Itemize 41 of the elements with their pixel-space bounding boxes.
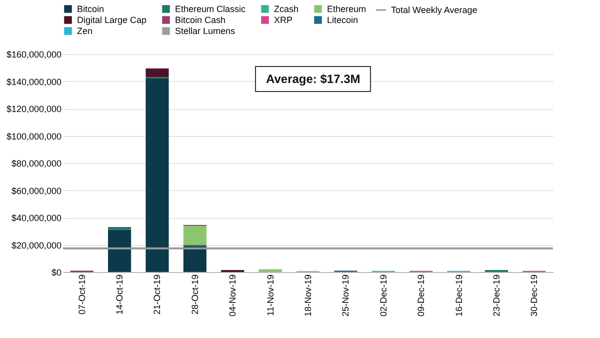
x-tick-label: 28-Oct-19 (190, 274, 200, 315)
legend-label: Total Weekly Average (391, 5, 478, 15)
y-tick-label: $20,000,000 (11, 240, 62, 250)
legend-label: Zen (77, 26, 93, 36)
legend-label: Digital Large Cap (77, 15, 147, 25)
bar (258, 269, 282, 272)
x-tick-label: 18-Nov-19 (303, 274, 313, 317)
annotation: Average: $17.3M (255, 66, 372, 92)
y-tick-label: $60,000,000 (11, 186, 62, 196)
bar (183, 246, 206, 272)
x-tick-label: 09-Dec-19 (416, 274, 426, 317)
x-tick-label: 25-Nov-19 (340, 274, 351, 317)
y-tick-label: $160,000,000 (6, 50, 62, 60)
y-tick-label: $140,000,000 (6, 76, 62, 87)
legend-label: Zcash (274, 4, 299, 14)
bar (146, 68, 169, 78)
x-tick-label: 04-Nov-19 (228, 274, 238, 317)
x-tick-label: 21-Oct-19 (152, 274, 162, 315)
x-tick-label: 02-Dec-19 (378, 274, 388, 317)
legend-label: Litecoin (327, 15, 358, 25)
x-tick-label: 14-Oct-19 (114, 274, 125, 315)
legend-label: Ethereum Classic (175, 4, 246, 14)
y-tick-label: $120,000,000 (6, 104, 62, 114)
legend-label: Ethereum (327, 4, 366, 14)
legend-label: XRP (274, 15, 293, 25)
x-tick-label: 11-Nov-19 (265, 274, 276, 316)
y-tick-label: $80,000,000 (11, 158, 62, 168)
y-tick-label: $100,000,000 (6, 131, 62, 142)
bar (146, 78, 169, 272)
x-tick-label: 23-Dec-19 (491, 274, 502, 317)
bar (108, 230, 132, 272)
x-tick-label: 16-Dec-19 (454, 274, 464, 317)
x-tick-label: 07-Oct-19 (76, 274, 87, 315)
legend-label: Stellar Lumens (175, 26, 236, 36)
legend-label: Bitcoin (77, 4, 104, 14)
bar (183, 226, 206, 245)
y-tick-label: $0 (51, 268, 62, 278)
legend-label: Bitcoin Cash (175, 15, 226, 25)
x-tick-label: 30-Dec-19 (529, 274, 540, 317)
bar (108, 227, 132, 230)
y-tick-label: $40,000,000 (11, 213, 62, 223)
